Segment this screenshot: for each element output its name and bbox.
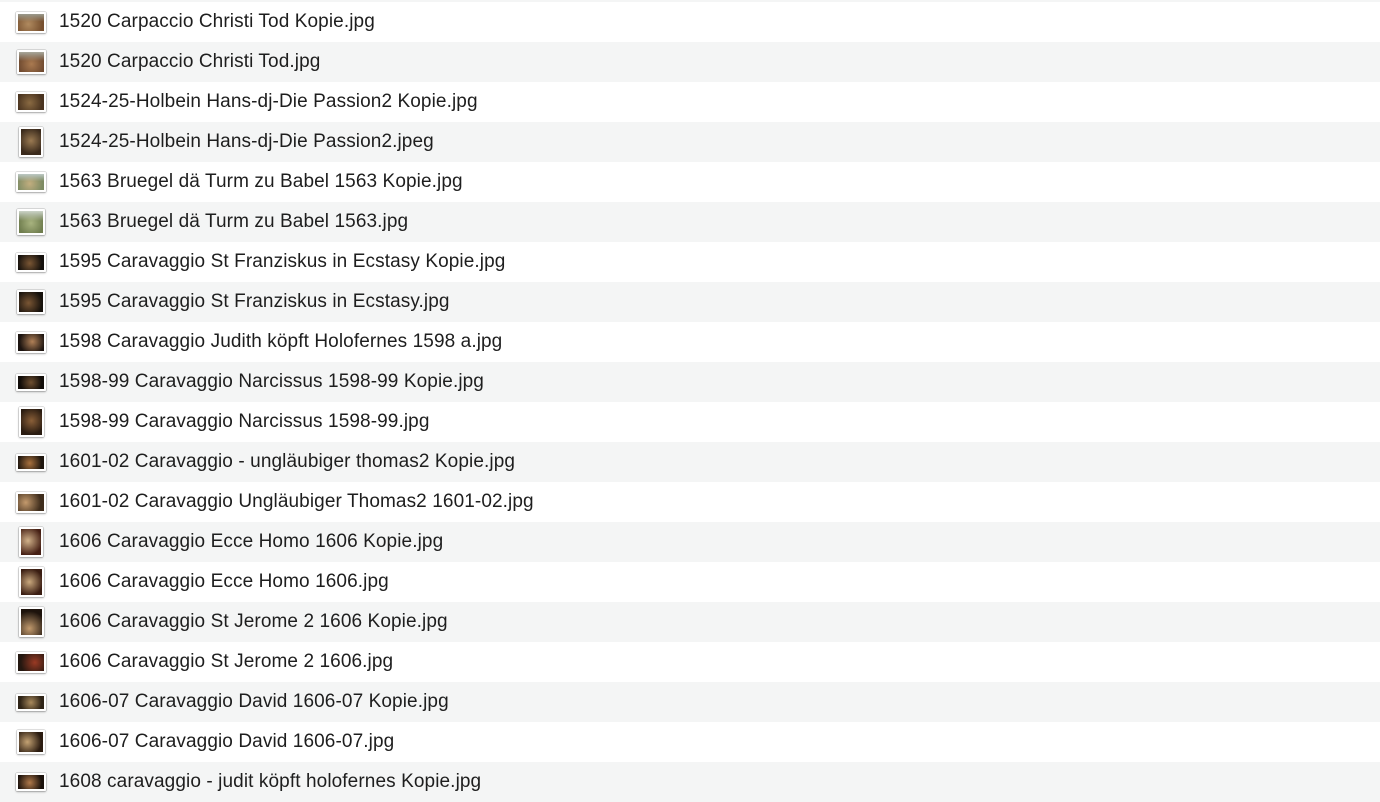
file-thumbnail-icon xyxy=(16,686,46,718)
file-name: 1601-02 Caravaggio Ungläubiger Thomas2 1… xyxy=(59,491,534,512)
painting-thumbnail xyxy=(17,730,45,754)
painting-thumbnail xyxy=(16,491,46,513)
painting-thumbnail xyxy=(16,651,46,673)
file-thumbnail-icon xyxy=(16,166,46,198)
file-thumbnail-icon xyxy=(16,286,46,318)
file-row[interactable]: 1524-25-Holbein Hans-dj-Die Passion2 Kop… xyxy=(0,82,1380,122)
file-row[interactable]: 1606 Caravaggio Ecce Homo 1606.jpg xyxy=(0,562,1380,602)
file-row[interactable]: 1606 Caravaggio St Jerome 2 1606.jpg xyxy=(0,642,1380,682)
file-thumbnail-icon xyxy=(16,406,46,438)
file-row[interactable]: 1608 caravaggio - judit köpft holofernes… xyxy=(0,762,1380,802)
file-name: 1520 Carpaccio Christi Tod Kopie.jpg xyxy=(59,11,375,32)
file-row[interactable]: 1563 Bruegel dä Turm zu Babel 1563.jpg xyxy=(0,202,1380,242)
file-row[interactable]: 1520 Carpaccio Christi Tod.jpg xyxy=(0,42,1380,82)
file-name: 1598-99 Caravaggio Narcissus 1598-99 Kop… xyxy=(59,371,484,392)
file-name: 1524-25-Holbein Hans-dj-Die Passion2 Kop… xyxy=(59,91,478,112)
painting-thumbnail xyxy=(19,127,43,157)
file-row[interactable]: 1598 Caravaggio Judith köpft Holofernes … xyxy=(0,322,1380,362)
file-thumbnail-icon xyxy=(16,126,46,158)
painting-thumbnail xyxy=(19,527,43,557)
file-thumbnail-icon xyxy=(16,486,46,518)
file-name: 1606 Caravaggio Ecce Homo 1606 Kopie.jpg xyxy=(59,531,444,552)
painting-thumbnail xyxy=(16,453,46,471)
file-thumbnail-icon xyxy=(16,46,46,78)
file-row[interactable]: 1598-99 Caravaggio Narcissus 1598-99.jpg xyxy=(0,402,1380,442)
file-name: 1606-07 Caravaggio David 1606-07.jpg xyxy=(59,731,395,752)
file-name: 1520 Carpaccio Christi Tod.jpg xyxy=(59,51,321,72)
file-row[interactable]: 1595 Caravaggio St Franziskus in Ecstasy… xyxy=(0,282,1380,322)
file-thumbnail-icon xyxy=(16,366,46,398)
file-row[interactable]: 1606-07 Caravaggio David 1606-07.jpg xyxy=(0,722,1380,762)
file-row[interactable]: 1595 Caravaggio St Franziskus in Ecstasy… xyxy=(0,242,1380,282)
file-row[interactable]: 1563 Bruegel dä Turm zu Babel 1563 Kopie… xyxy=(0,162,1380,202)
file-row[interactable]: 1601-02 Caravaggio Ungläubiger Thomas2 1… xyxy=(0,482,1380,522)
file-name: 1595 Caravaggio St Franziskus in Ecstasy… xyxy=(59,251,506,272)
file-row[interactable]: 1601-02 Caravaggio - ungläubiger thomas2… xyxy=(0,442,1380,482)
file-name: 1598 Caravaggio Judith köpft Holofernes … xyxy=(59,331,503,352)
painting-thumbnail xyxy=(16,92,46,112)
painting-thumbnail xyxy=(18,607,44,637)
painting-thumbnail xyxy=(17,209,45,235)
painting-thumbnail xyxy=(17,290,45,314)
file-name: 1606-07 Caravaggio David 1606-07 Kopie.j… xyxy=(59,691,449,712)
file-name: 1563 Bruegel dä Turm zu Babel 1563 Kopie… xyxy=(59,171,463,192)
file-name: 1524-25-Holbein Hans-dj-Die Passion2.jpe… xyxy=(59,131,434,152)
file-row[interactable]: 1524-25-Holbein Hans-dj-Die Passion2.jpe… xyxy=(0,122,1380,162)
file-name: 1563 Bruegel dä Turm zu Babel 1563.jpg xyxy=(59,211,409,232)
file-row[interactable]: 1598-99 Caravaggio Narcissus 1598-99 Kop… xyxy=(0,362,1380,402)
file-thumbnail-icon xyxy=(16,766,46,798)
file-name: 1595 Caravaggio St Franziskus in Ecstasy… xyxy=(59,291,450,312)
file-row[interactable]: 1606 Caravaggio St Jerome 2 1606 Kopie.j… xyxy=(0,602,1380,642)
painting-thumbnail xyxy=(16,252,46,272)
painting-thumbnail xyxy=(16,773,46,791)
file-row[interactable]: 1520 Carpaccio Christi Tod Kopie.jpg xyxy=(0,2,1380,42)
file-name: 1608 caravaggio - judit köpft holofernes… xyxy=(59,771,482,792)
painting-thumbnail xyxy=(18,567,44,597)
painting-thumbnail xyxy=(16,172,46,192)
file-thumbnail-icon xyxy=(16,566,46,598)
file-name: 1606 Caravaggio Ecce Homo 1606.jpg xyxy=(59,571,389,592)
file-name: 1601-02 Caravaggio - ungläubiger thomas2… xyxy=(59,451,516,472)
file-thumbnail-icon xyxy=(16,6,46,38)
file-name: 1598-99 Caravaggio Narcissus 1598-99.jpg xyxy=(59,411,430,432)
file-row[interactable]: 1606 Caravaggio Ecce Homo 1606 Kopie.jpg xyxy=(0,522,1380,562)
file-thumbnail-icon xyxy=(16,606,46,638)
painting-thumbnail xyxy=(16,11,46,33)
painting-thumbnail xyxy=(16,50,46,74)
file-name: 1606 Caravaggio St Jerome 2 1606.jpg xyxy=(59,651,394,672)
file-thumbnail-icon xyxy=(16,646,46,678)
file-thumbnail-icon xyxy=(16,446,46,478)
file-thumbnail-icon xyxy=(16,246,46,278)
file-thumbnail-icon xyxy=(16,726,46,758)
painting-thumbnail xyxy=(16,693,46,711)
previous-row-edge xyxy=(0,0,1380,2)
painting-thumbnail xyxy=(16,373,46,391)
file-thumbnail-icon xyxy=(16,206,46,238)
file-row[interactable]: 1606-07 Caravaggio David 1606-07 Kopie.j… xyxy=(0,682,1380,722)
painting-thumbnail xyxy=(18,407,44,437)
painting-thumbnail xyxy=(16,331,46,353)
file-thumbnail-icon xyxy=(16,326,46,358)
file-thumbnail-icon xyxy=(16,86,46,118)
file-thumbnail-icon xyxy=(16,526,46,558)
file-name: 1606 Caravaggio St Jerome 2 1606 Kopie.j… xyxy=(59,611,448,632)
